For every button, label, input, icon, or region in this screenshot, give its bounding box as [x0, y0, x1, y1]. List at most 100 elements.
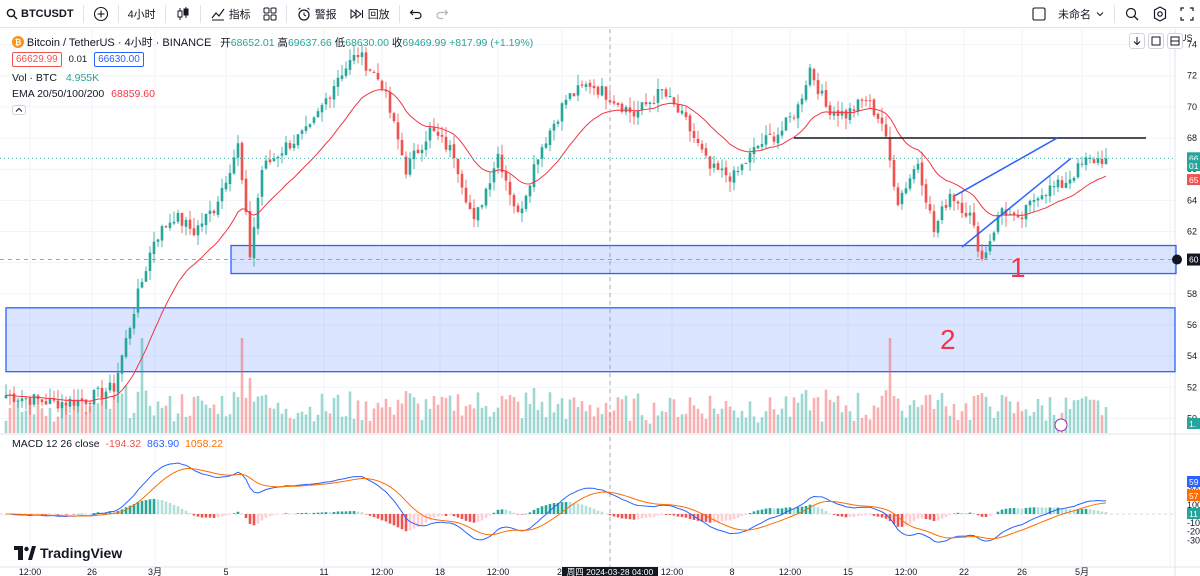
macd-histogram-bar [284, 513, 288, 514]
macd-histogram-bar [840, 514, 844, 517]
candle-body [748, 152, 752, 163]
macd-histogram-bar [272, 514, 276, 516]
volume-bar [352, 418, 356, 433]
layouts-button[interactable] [257, 0, 283, 28]
candle-body [944, 204, 948, 208]
macd-axis-badge [1187, 490, 1200, 501]
volume-bar [1072, 400, 1076, 433]
macd-histogram-bar [260, 514, 264, 521]
volume-bar [876, 407, 880, 433]
volume-bar [736, 417, 740, 433]
candle-body [948, 193, 952, 208]
symbol-search-button[interactable]: BTCUSDT [0, 0, 80, 28]
bid-ask-legend: 66629.99 0.01 66630.00 [12, 52, 148, 67]
alert-button[interactable]: 警报 [290, 0, 343, 28]
chart-canvas[interactable]: 12 US74727068666462605856545250300200100… [0, 29, 1200, 576]
volume-bar [76, 400, 80, 433]
macd-histogram-bar [860, 514, 864, 516]
macd-histogram-bar [372, 514, 376, 518]
candle-body [452, 144, 456, 159]
ema-legend[interactable]: EMA 20/50/100/200 68859.60 [12, 88, 155, 100]
grid-layout-icon [263, 7, 277, 20]
layout-checkbox[interactable] [1026, 0, 1052, 28]
macd-histogram-bar [400, 514, 404, 530]
redo-button[interactable] [429, 0, 455, 28]
undo-button[interactable] [403, 0, 429, 28]
macd-legend[interactable]: MACD 12 26 close -194.32 863.90 1058.22 [12, 438, 223, 450]
candle-body [108, 382, 112, 391]
settings-button[interactable] [1146, 0, 1174, 28]
macd-histogram-bar [528, 512, 532, 514]
price-axis-badge-label: 01 [1189, 161, 1199, 171]
candle-body [928, 204, 932, 211]
candle-body [536, 159, 540, 165]
macd-histogram-bar [32, 514, 36, 515]
collapse-pane-button[interactable] [1167, 33, 1183, 49]
chart-area[interactable]: 12 US74727068666462605856545250300200100… [0, 29, 1200, 576]
macd-histogram-bar [376, 514, 380, 519]
volume-bar [1096, 400, 1100, 433]
volume-bar [64, 404, 68, 433]
candle-body [736, 171, 740, 173]
volume-bar [596, 407, 600, 433]
channel-upper-line [954, 137, 1058, 197]
macd-histogram-bar [72, 514, 76, 515]
volume-bar [860, 417, 864, 433]
maximize-pane-button[interactable] [1148, 33, 1164, 49]
volume-legend[interactable]: Vol · BTC 4.955K [12, 72, 99, 84]
volume-bar [196, 396, 200, 433]
interval-button[interactable]: 4小时 [127, 8, 156, 21]
volume-bar [492, 412, 496, 433]
volume-value: 4.955K [65, 72, 100, 84]
volume-bar [592, 416, 596, 433]
candle-body [356, 54, 360, 58]
volume-bar [960, 411, 964, 433]
top-toolbar: BTCUSDT 4小时 指标 警报 回放 [0, 0, 1200, 28]
layout-name-label: 未命名 [1058, 8, 1091, 21]
collapse-legend-button[interactable] [12, 105, 26, 118]
layout-name-button[interactable]: 未命名 [1052, 0, 1111, 28]
sell-price-button[interactable]: 66629.99 [12, 52, 62, 67]
macd-histogram-bar [484, 514, 488, 518]
candle-body [904, 188, 908, 194]
candle-body [852, 109, 856, 112]
indicators-button[interactable]: 指标 [204, 0, 257, 28]
candle-body [388, 92, 392, 113]
candle-body [252, 227, 256, 259]
quick-search-button[interactable] [1118, 0, 1146, 28]
candle-body [1076, 163, 1080, 178]
add-symbol-button[interactable] [87, 0, 115, 28]
volume-bar [112, 395, 116, 433]
move-down-button[interactable] [1129, 33, 1145, 49]
candle-body [60, 402, 64, 409]
price-axis-badge-label: 66 [1189, 153, 1199, 163]
candle-body [660, 89, 664, 91]
volume-bar [332, 397, 336, 433]
volume-bar [720, 408, 724, 433]
volume-bar [748, 401, 752, 433]
volume-bar [724, 401, 728, 433]
volume-bar [264, 394, 268, 433]
macd-histogram-bar [816, 507, 820, 514]
buy-price-button[interactable]: 66630.00 [94, 52, 144, 67]
chart-type-button[interactable] [169, 0, 197, 28]
arrow-down-icon [1133, 37, 1141, 46]
macd-histogram-bar [144, 500, 148, 514]
volume-bar [744, 417, 748, 433]
time-tick-label: 12:00 [779, 567, 802, 576]
symbol-legend[interactable]: ₿ Bitcoin / TetherUS · 4小时 · BINANCE 开68… [12, 34, 533, 50]
macd-histogram-bar [992, 514, 996, 515]
ema-label: EMA 20/50/100/200 [12, 88, 105, 100]
tradingview-logo[interactable]: TradingView [14, 545, 122, 561]
svg-text:₿: ₿ [15, 38, 22, 47]
volume-bar [176, 413, 180, 433]
volume-bar [220, 396, 224, 433]
macd-histogram-bar [196, 514, 200, 517]
macd-line-value: 863.90 [147, 438, 180, 450]
replay-button[interactable]: 回放 [343, 0, 396, 28]
macd-histogram-bar [800, 506, 804, 514]
candle-body [372, 71, 376, 73]
macd-histogram-bar [476, 514, 480, 522]
candle-body [228, 172, 232, 185]
fullscreen-button[interactable] [1174, 0, 1200, 28]
